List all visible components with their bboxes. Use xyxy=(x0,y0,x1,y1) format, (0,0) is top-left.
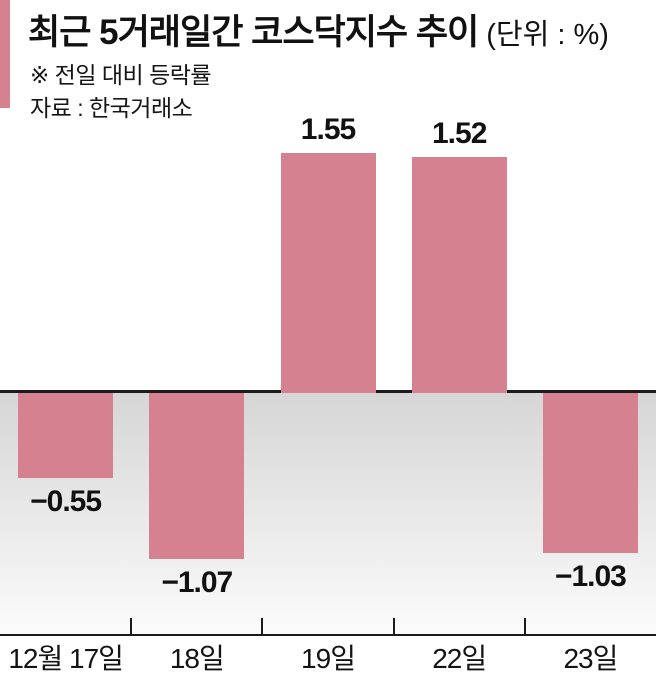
chart-unit-label: (단위 : %) xyxy=(486,19,609,51)
x-axis-label-18일: 18일 xyxy=(169,643,225,674)
value-label-22일: 1.52 xyxy=(431,117,487,150)
value-label-23일: −1.03 xyxy=(554,560,627,593)
x-axis-tick xyxy=(261,618,263,634)
bar-12월 17일 xyxy=(18,393,114,478)
value-label-19일: 1.55 xyxy=(300,113,356,146)
x-axis-tick xyxy=(130,618,132,634)
value-label-18일: −1.07 xyxy=(161,566,233,599)
bar-22일 xyxy=(411,157,507,393)
x-axis-tick xyxy=(524,618,526,634)
bar-23일 xyxy=(542,393,638,553)
x-axis-label-22일: 22일 xyxy=(432,643,487,674)
chart-note: ※ 전일 대비 등락률 xyxy=(30,62,212,88)
x-axis-line xyxy=(0,634,656,636)
x-axis-label-12월 17일: 12월 17일 xyxy=(8,643,124,674)
x-axis-label-19일: 19일 xyxy=(301,643,356,674)
x-axis-tick xyxy=(393,618,395,634)
x-axis-label-23일: 23일 xyxy=(563,643,618,674)
page-title: 최근 5거래일간 코스닥지수 추이 (단위 : %) xyxy=(28,4,609,55)
bar-19일 xyxy=(280,153,376,393)
chart-title-text: 최근 5거래일간 코스닥지수 추이 xyxy=(28,13,479,52)
chart-source: 자료 : 한국거래소 xyxy=(30,95,193,121)
value-label-12월 17일: −0.55 xyxy=(30,485,102,518)
title-accent-bar xyxy=(0,0,10,108)
bar-18일 xyxy=(149,393,245,559)
